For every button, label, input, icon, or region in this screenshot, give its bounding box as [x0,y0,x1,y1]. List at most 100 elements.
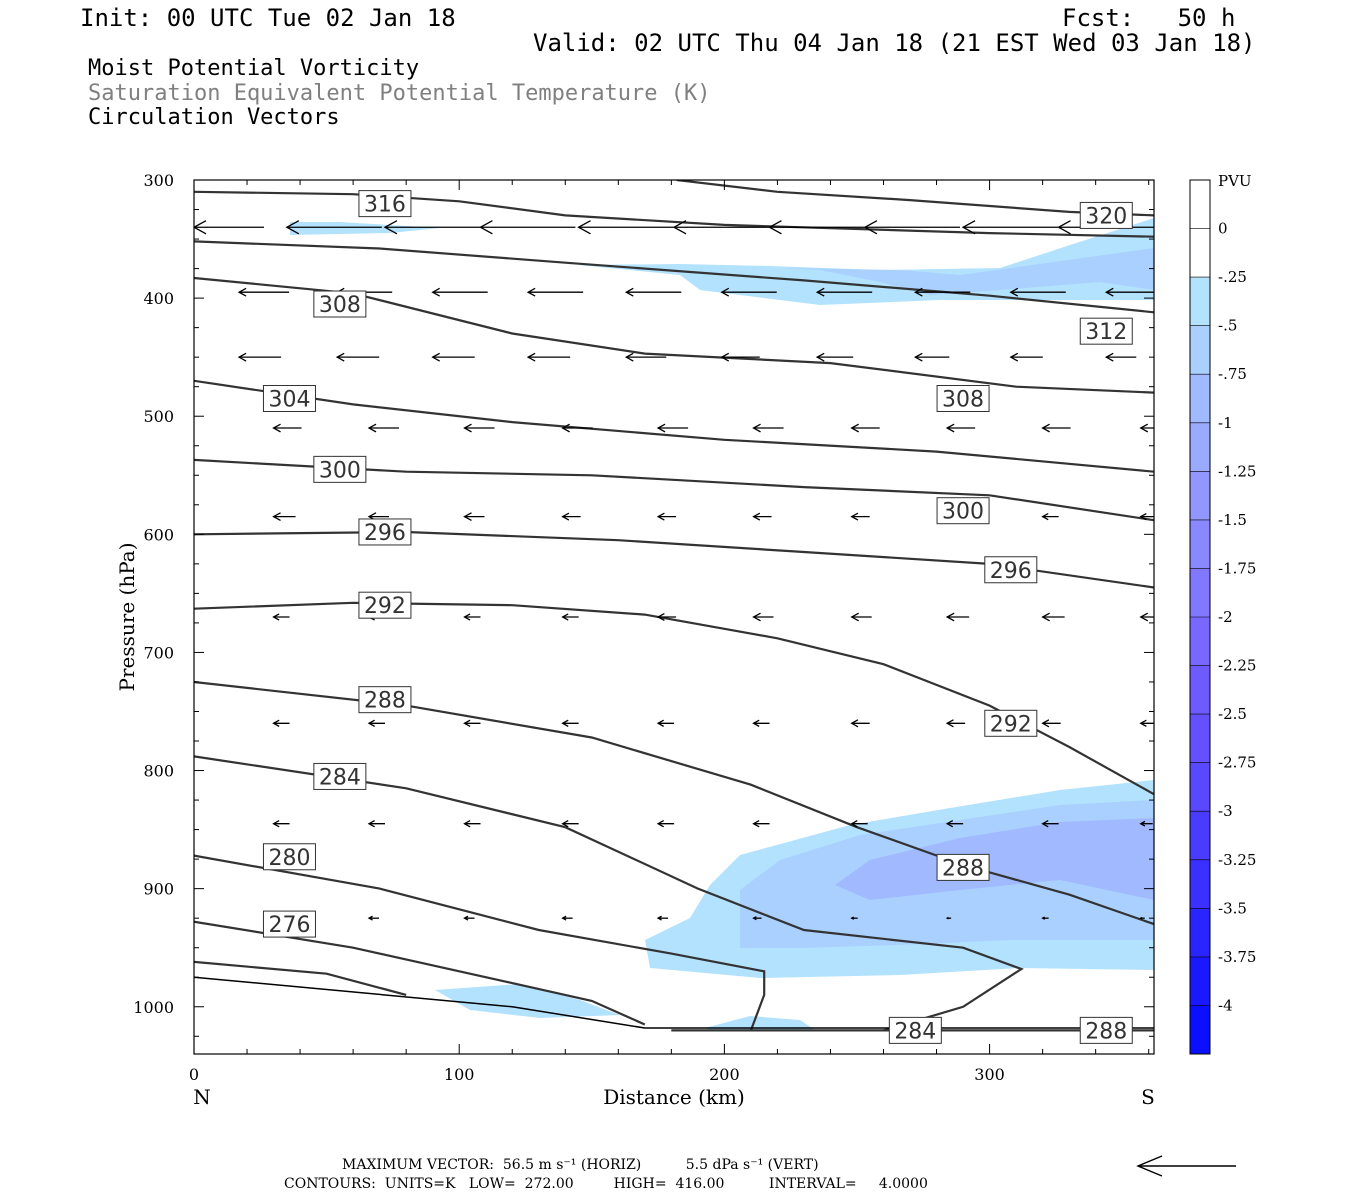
colorbar-label: -3.75 [1218,948,1256,966]
circulation-vector [1139,820,1153,827]
contour-label-box [262,843,316,871]
circulation-vector [272,719,290,727]
field-title-mpv: Moist Potential Vorticity [88,56,420,81]
colorbar-label: -2.25 [1218,657,1256,675]
circulation-vector [1041,423,1071,433]
circulation-vector [752,612,774,622]
field-title-vectors: Circulation Vectors [88,105,340,130]
circulation-vector [463,423,495,433]
contour-label: 300 [319,458,361,483]
circulation-vector [961,220,1059,235]
circulation-vector [720,287,777,297]
circulation-vector [850,612,872,622]
contour-label: 296 [990,559,1032,584]
circulation-vector [1009,287,1066,297]
colorbar-swatch [1190,471,1210,520]
colorbar-swatch [1190,568,1210,617]
colorbar-label: -.75 [1218,365,1247,383]
circulation-vector [945,612,970,622]
theta-e-contour-272 [194,960,407,996]
circulation-vector [463,915,475,921]
contour-label: 296 [364,521,406,546]
y-tick-label: 900 [143,880,174,899]
colorbar-swatch [1190,665,1210,715]
circulation-vector [367,423,400,433]
colorbar-label: -3.25 [1218,851,1256,869]
colorbar-swatch [1190,908,1210,957]
contour-label: 284 [319,765,361,790]
colorbar-label: -.25 [1218,268,1247,286]
theta-e-contour-300 [194,458,1154,522]
circulation-vector [194,220,264,235]
circulation-vector [1139,423,1154,433]
contour-label-box [936,385,990,412]
forecast-hour: Fcst: 50 h [1062,4,1236,32]
contour-label: 300 [942,500,984,525]
colorbar-swatch [1190,859,1210,909]
circulation-vector [431,352,475,362]
circulation-vector [463,512,485,522]
contour-label: 308 [942,388,984,413]
colorbar-label: 0 [1218,220,1228,238]
valid-time: Valid: 02 UTC Thu 04 Jan 18 (21 EST Wed … [533,29,1256,57]
circulation-vector [1041,916,1049,920]
contour-label-box [1079,1016,1133,1044]
theta-e-contour-312 [194,240,1154,314]
contour-label-box [262,385,316,412]
circulation-vector [561,820,579,828]
init-time: Init: 00 UTC Tue 02 Jan 18 [80,4,456,32]
circulation-vector [656,719,675,727]
circulation-vector [1104,287,1154,297]
field-title-theta-es: Saturation Equivalent Potential Temperat… [88,81,711,106]
circulation-vector [561,915,573,921]
circulation-vector [1104,352,1137,362]
colorbar-label: -2 [1218,608,1233,626]
contour-label-box [313,455,367,483]
circulation-vector [752,916,762,921]
circulation-vector [850,423,880,433]
circulation-vector [237,352,282,362]
colorbar-swatch [1190,811,1210,860]
circulation-vector [656,820,675,828]
contour-label: 280 [268,846,310,871]
x-tick-label: 200 [709,1065,740,1084]
colorbar-label: -1.25 [1218,462,1256,480]
pv-shading-region [290,222,440,235]
circulation-vector [526,352,571,362]
circulation-vector [624,287,682,297]
colorbar-label: -3 [1218,802,1233,820]
pv-shading-region [705,1016,815,1030]
contour-label: 316 [364,193,406,218]
x-tick-label: 100 [444,1065,475,1084]
contour-label: 288 [364,689,406,714]
y-tick-label: 600 [143,525,174,544]
circulation-vector [1139,719,1154,727]
colorbar-swatch [1190,180,1210,229]
circulation-vector [752,423,784,433]
contour-label-box [313,290,367,318]
circulation-vector [1041,820,1059,828]
circulation-vector [945,916,952,920]
circulation-vector [656,423,689,433]
colorbar-swatch [1190,374,1210,423]
colorbar-swatch [1190,762,1210,812]
colorbar-label: -.5 [1218,317,1237,335]
circulation-vector [768,220,865,235]
contour-label-box [358,518,412,546]
circulation-vector [752,512,772,521]
circulation-vector [913,287,971,297]
circulation-vector [463,613,481,621]
plot-frame [193,179,1155,1055]
contour-label-box [313,762,367,790]
circulation-vector [367,915,380,921]
circulation-vector [272,613,290,621]
circulation-vector [1152,356,1154,358]
colorbar-swatch [1190,1005,1210,1054]
colorbar-swatch [1190,277,1210,326]
contour-label-box [358,190,412,218]
circulation-vector [720,352,760,362]
contour-label: 312 [1085,320,1127,345]
contour-label-box [358,591,412,619]
contour-label-box [936,497,990,525]
